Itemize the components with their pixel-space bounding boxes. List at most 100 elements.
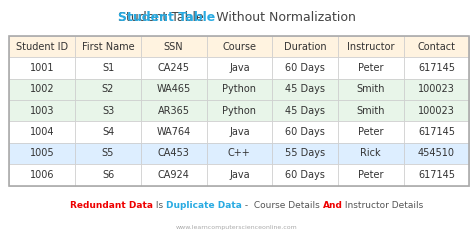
Bar <box>75 164 141 186</box>
Text: Instructor: Instructor <box>347 42 394 52</box>
Text: 454510: 454510 <box>418 148 455 159</box>
Bar <box>75 58 141 79</box>
Text: Redundant Data: Redundant Data <box>70 201 153 210</box>
Bar <box>75 100 141 122</box>
Bar <box>272 36 338 58</box>
Bar <box>338 143 403 164</box>
Text: 45 Days: 45 Days <box>285 106 325 116</box>
Text: 1002: 1002 <box>30 84 55 94</box>
Text: 100023: 100023 <box>418 106 455 116</box>
Bar <box>207 58 272 79</box>
Bar <box>272 122 338 143</box>
Bar <box>141 58 207 79</box>
Text: Duplicate Data: Duplicate Data <box>166 201 242 210</box>
Bar <box>403 100 469 122</box>
Text: CA453: CA453 <box>158 148 190 159</box>
Bar <box>338 122 403 143</box>
Text: Peter: Peter <box>358 63 383 73</box>
Text: S2: S2 <box>102 84 114 94</box>
Text: S5: S5 <box>102 148 114 159</box>
Text: 45 Days: 45 Days <box>285 84 325 94</box>
Bar <box>338 164 403 186</box>
Text: CA245: CA245 <box>158 63 190 73</box>
Bar <box>9 122 75 143</box>
Text: C++: C++ <box>228 148 251 159</box>
Text: Python: Python <box>222 106 256 116</box>
Bar <box>9 143 75 164</box>
Text: 60 Days: 60 Days <box>285 63 325 73</box>
Bar <box>75 143 141 164</box>
Text: 60 Days: 60 Days <box>285 127 325 137</box>
Bar <box>338 36 403 58</box>
Text: Instructor Details: Instructor Details <box>342 201 424 210</box>
Bar <box>403 122 469 143</box>
Text: Rick: Rick <box>360 148 381 159</box>
Text: Python: Python <box>222 84 256 94</box>
Text: Student Table - Without Normalization: Student Table - Without Normalization <box>118 11 356 24</box>
Bar <box>403 58 469 79</box>
Text: Is: Is <box>153 201 166 210</box>
Text: And: And <box>322 201 342 210</box>
Bar <box>207 143 272 164</box>
Bar <box>9 79 75 100</box>
Text: 55 Days: 55 Days <box>285 148 325 159</box>
Text: www.learncomputerscienceonline.com: www.learncomputerscienceonline.com <box>176 225 298 230</box>
Text: WA764: WA764 <box>156 127 191 137</box>
Bar <box>403 36 469 58</box>
Bar <box>9 36 469 186</box>
Text: 1003: 1003 <box>30 106 55 116</box>
Bar <box>9 36 75 58</box>
Text: 100023: 100023 <box>418 84 455 94</box>
Text: 1006: 1006 <box>30 170 55 180</box>
Text: Course: Course <box>222 42 256 52</box>
Bar <box>207 36 272 58</box>
Text: AR365: AR365 <box>158 106 190 116</box>
Bar <box>9 58 75 79</box>
Bar <box>141 100 207 122</box>
Text: 617145: 617145 <box>418 127 455 137</box>
Text: Peter: Peter <box>358 170 383 180</box>
Bar <box>403 143 469 164</box>
Text: WA465: WA465 <box>156 84 191 94</box>
Bar <box>338 79 403 100</box>
Bar <box>207 79 272 100</box>
Bar <box>141 79 207 100</box>
Text: 617145: 617145 <box>418 170 455 180</box>
Text: 60 Days: 60 Days <box>285 170 325 180</box>
Bar <box>141 143 207 164</box>
Bar <box>9 164 75 186</box>
Text: SSN: SSN <box>164 42 183 52</box>
Bar <box>272 79 338 100</box>
Bar <box>338 58 403 79</box>
Text: Java: Java <box>229 63 250 73</box>
Bar <box>272 164 338 186</box>
Text: Peter: Peter <box>358 127 383 137</box>
Bar <box>403 79 469 100</box>
Text: S3: S3 <box>102 106 114 116</box>
Text: S1: S1 <box>102 63 114 73</box>
Bar <box>403 164 469 186</box>
Text: Contact: Contact <box>418 42 456 52</box>
Bar <box>338 100 403 122</box>
Text: Smith: Smith <box>356 106 385 116</box>
Text: 1004: 1004 <box>30 127 55 137</box>
Text: Smith: Smith <box>356 84 385 94</box>
Bar <box>207 122 272 143</box>
Text: Java: Java <box>229 170 250 180</box>
Text: -  Course Details: - Course Details <box>242 201 322 210</box>
Text: CA924: CA924 <box>158 170 190 180</box>
Bar <box>141 164 207 186</box>
Bar <box>9 100 75 122</box>
Bar <box>141 122 207 143</box>
Bar <box>272 58 338 79</box>
Bar <box>207 100 272 122</box>
Text: Student Table: Student Table <box>118 11 215 24</box>
Text: Java: Java <box>229 127 250 137</box>
Text: 617145: 617145 <box>418 63 455 73</box>
Bar <box>75 79 141 100</box>
Text: Duration: Duration <box>284 42 327 52</box>
Text: 1001: 1001 <box>30 63 55 73</box>
Bar <box>272 100 338 122</box>
Bar <box>75 122 141 143</box>
Text: S4: S4 <box>102 127 114 137</box>
